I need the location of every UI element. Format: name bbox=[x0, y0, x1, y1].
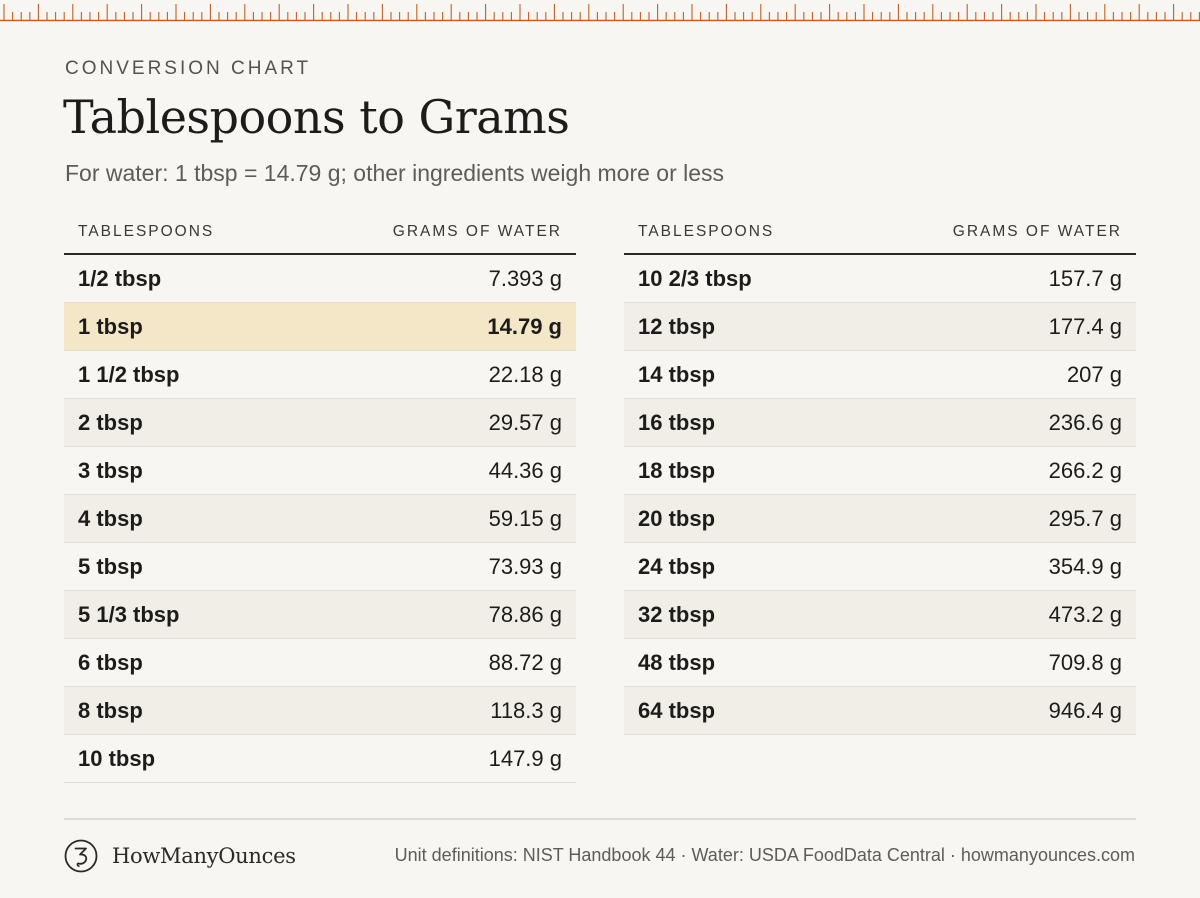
table-row: 10 2/3 tbsp 157.7 g bbox=[624, 254, 1136, 303]
cell-grams: 354.9 g bbox=[880, 542, 1136, 591]
cell-tablespoons: 1 1/2 tbsp bbox=[64, 350, 320, 399]
page-title: Tablespoons to Grams bbox=[63, 90, 570, 144]
cell-grams: 73.93 g bbox=[320, 542, 576, 591]
conversion-table-left: TABLESPOONS GRAMS OF WATER 1/2 tbsp 7.393… bbox=[64, 210, 576, 783]
cell-grams: 44.36 g bbox=[320, 446, 576, 495]
table-row: 1/2 tbsp 7.393 g bbox=[64, 254, 576, 303]
cell-grams: 22.18 g bbox=[320, 350, 576, 399]
table-row: 1 1/2 tbsp 22.18 g bbox=[64, 350, 576, 399]
table-row: 4 tbsp 59.15 g bbox=[64, 494, 576, 543]
cell-tablespoons: 64 tbsp bbox=[624, 686, 880, 735]
eyebrow-label: CONVERSION CHART bbox=[65, 58, 312, 79]
cell-grams: 266.2 g bbox=[880, 446, 1136, 495]
table-row: 3 tbsp 44.36 g bbox=[64, 446, 576, 495]
column-header-tablespoons: TABLESPOONS bbox=[64, 210, 320, 255]
table-row: 10 tbsp 147.9 g bbox=[64, 734, 576, 783]
table-row: 8 tbsp 118.3 g bbox=[64, 686, 576, 735]
page-subtitle: For water: 1 tbsp = 14.79 g; other ingre… bbox=[65, 160, 725, 186]
table-row: 6 tbsp 88.72 g bbox=[64, 638, 576, 687]
cell-grams: 473.2 g bbox=[880, 590, 1136, 639]
cell-grams: 709.8 g bbox=[880, 638, 1136, 687]
spiral-3-logo-icon bbox=[64, 839, 98, 873]
table-row: 64 tbsp 946.4 g bbox=[624, 686, 1136, 735]
cell-tablespoons: 48 tbsp bbox=[624, 638, 880, 687]
cell-tablespoons: 24 tbsp bbox=[624, 542, 880, 591]
footer-divider bbox=[64, 818, 1136, 820]
cell-tablespoons: 6 tbsp bbox=[64, 638, 320, 687]
conversion-table-right: TABLESPOONS GRAMS OF WATER 10 2/3 tbsp 15… bbox=[624, 210, 1136, 735]
cell-grams: 147.9 g bbox=[320, 734, 576, 783]
cell-grams: 88.72 g bbox=[320, 638, 576, 687]
ruler-decoration bbox=[0, 4, 1200, 22]
table-row: 18 tbsp 266.2 g bbox=[624, 446, 1136, 495]
table-row: 2 tbsp 29.57 g bbox=[64, 398, 576, 447]
cell-grams: 946.4 g bbox=[880, 686, 1136, 735]
cell-tablespoons: 18 tbsp bbox=[624, 446, 880, 495]
cell-tablespoons: 5 tbsp bbox=[64, 542, 320, 591]
cell-tablespoons: 1/2 tbsp bbox=[64, 254, 320, 303]
column-header-grams: GRAMS OF WATER bbox=[320, 210, 576, 255]
table-row: 32 tbsp 473.2 g bbox=[624, 590, 1136, 639]
cell-tablespoons: 2 tbsp bbox=[64, 398, 320, 447]
table-row: 5 1/3 tbsp 78.86 g bbox=[64, 590, 576, 639]
cell-tablespoons: 14 tbsp bbox=[624, 350, 880, 399]
brand: HowManyOunces bbox=[64, 839, 296, 873]
table-row: 16 tbsp 236.6 g bbox=[624, 398, 1136, 447]
table-row: 48 tbsp 709.8 g bbox=[624, 638, 1136, 687]
cell-tablespoons: 32 tbsp bbox=[624, 590, 880, 639]
cell-grams: 157.7 g bbox=[880, 254, 1136, 303]
cell-tablespoons: 16 tbsp bbox=[624, 398, 880, 447]
cell-tablespoons: 3 tbsp bbox=[64, 446, 320, 495]
cell-tablespoons: 1 tbsp bbox=[64, 302, 320, 351]
source-credits: Unit definitions: NIST Handbook 44 · Wat… bbox=[394, 845, 1135, 865]
table-row: 12 tbsp 177.4 g bbox=[624, 302, 1136, 351]
table-header-row: TABLESPOONS GRAMS OF WATER bbox=[624, 210, 1136, 255]
cell-grams: 177.4 g bbox=[880, 302, 1136, 351]
cell-tablespoons: 4 tbsp bbox=[64, 494, 320, 543]
table-row: 1 tbsp 14.79 g bbox=[64, 302, 576, 351]
table-row: 20 tbsp 295.7 g bbox=[624, 494, 1136, 543]
table-header-row: TABLESPOONS GRAMS OF WATER bbox=[64, 210, 576, 255]
cell-tablespoons: 8 tbsp bbox=[64, 686, 320, 735]
brand-name: HowManyOunces bbox=[112, 844, 296, 868]
cell-grams: 295.7 g bbox=[880, 494, 1136, 543]
cell-grams: 236.6 g bbox=[880, 398, 1136, 447]
cell-grams: 118.3 g bbox=[320, 686, 576, 735]
cell-grams: 29.57 g bbox=[320, 398, 576, 447]
cell-grams: 207 g bbox=[880, 350, 1136, 399]
cell-grams: 59.15 g bbox=[320, 494, 576, 543]
cell-grams: 14.79 g bbox=[320, 302, 576, 351]
cell-grams: 7.393 g bbox=[320, 254, 576, 303]
cell-tablespoons: 20 tbsp bbox=[624, 494, 880, 543]
column-header-grams: GRAMS OF WATER bbox=[880, 210, 1136, 255]
cell-tablespoons: 10 tbsp bbox=[64, 734, 320, 783]
cell-tablespoons: 5 1/3 tbsp bbox=[64, 590, 320, 639]
cell-tablespoons: 10 2/3 tbsp bbox=[624, 254, 880, 303]
table-row: 14 tbsp 207 g bbox=[624, 350, 1136, 399]
table-row: 24 tbsp 354.9 g bbox=[624, 542, 1136, 591]
table-row: 5 tbsp 73.93 g bbox=[64, 542, 576, 591]
column-header-tablespoons: TABLESPOONS bbox=[624, 210, 880, 255]
cell-tablespoons: 12 tbsp bbox=[624, 302, 880, 351]
cell-grams: 78.86 g bbox=[320, 590, 576, 639]
